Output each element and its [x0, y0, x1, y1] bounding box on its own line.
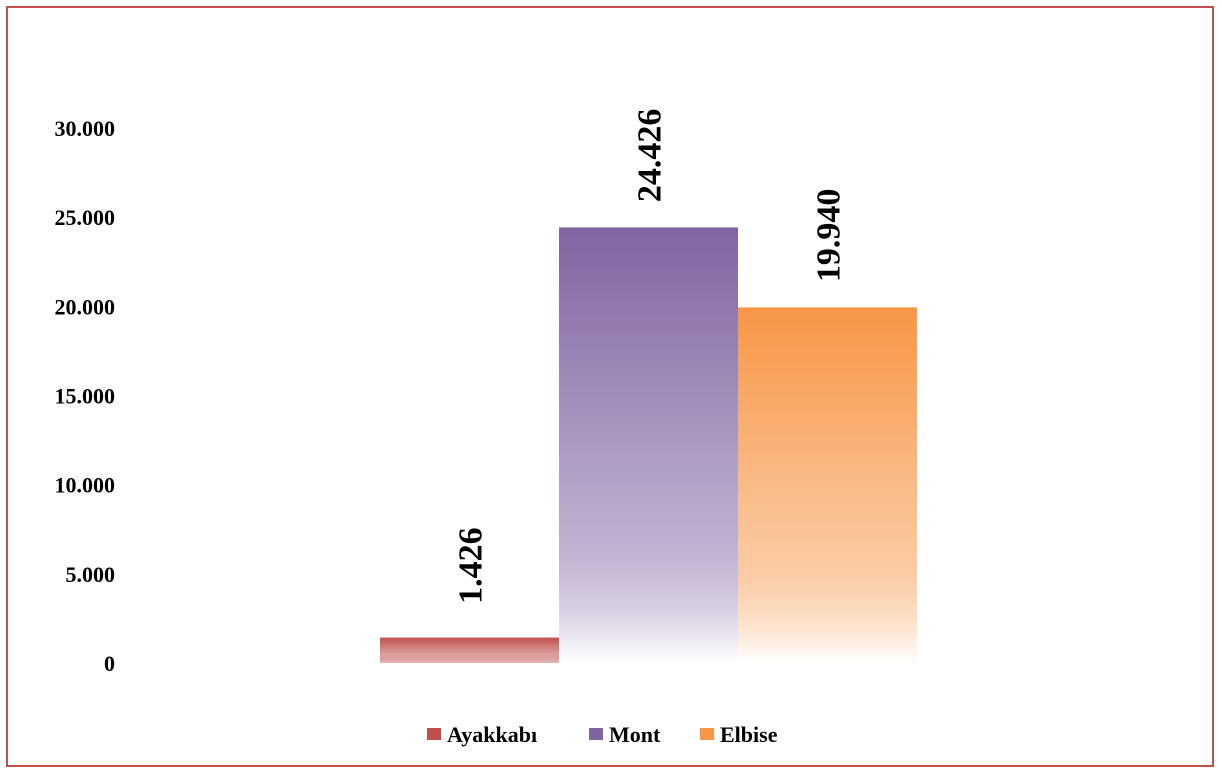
bar-2 — [559, 227, 738, 663]
y-tick-label: 25.000 — [55, 205, 116, 230]
data-labels: 1.426 24.426 19.940 — [453, 109, 848, 604]
y-tick-label: 20.000 — [55, 294, 116, 319]
data-label: 1.426 — [453, 527, 490, 604]
legend: Ayakkabı Mont Elbise — [427, 722, 778, 747]
bar-3 — [738, 307, 917, 663]
legend-swatch — [427, 728, 441, 740]
bar-1 — [380, 637, 559, 663]
legend-label: Elbise — [720, 722, 778, 747]
y-tick-label: 30.000 — [55, 116, 116, 141]
y-tick-label: 0 — [104, 651, 115, 676]
legend-label: Mont — [609, 722, 661, 747]
y-axis: 0 5.000 10.000 15.000 20.000 25.000 30.000 — [55, 116, 116, 676]
legend-swatch — [700, 728, 714, 740]
y-tick-label: 15.000 — [55, 384, 116, 409]
y-tick-label: 10.000 — [55, 473, 116, 498]
data-label: 24.426 — [632, 109, 669, 203]
bars — [380, 227, 917, 663]
y-tick-label: 5.000 — [66, 562, 116, 587]
data-label: 19.940 — [811, 189, 848, 282]
legend-label: Ayakkabı — [447, 722, 537, 747]
legend-swatch — [589, 728, 603, 740]
